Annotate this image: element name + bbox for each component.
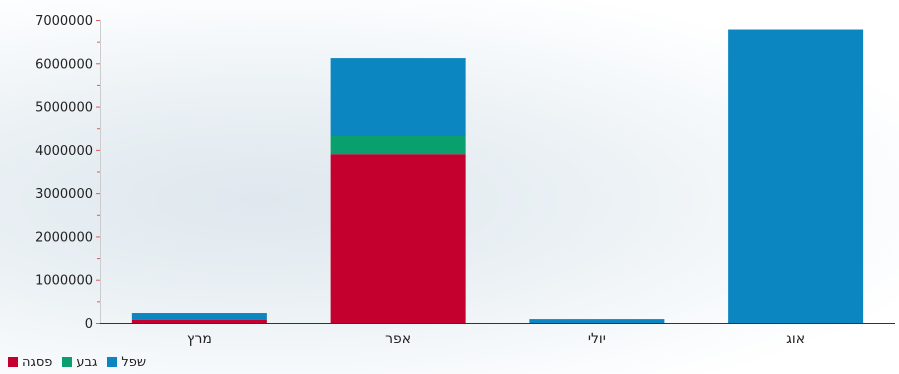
bar-segment[interactable] — [131, 313, 267, 320]
bar-segment[interactable] — [330, 58, 466, 137]
x-category-label: יולי — [588, 331, 606, 347]
bar-segment[interactable] — [330, 154, 466, 323]
y-tick-label: 5000000 — [35, 101, 93, 116]
bar-segment[interactable] — [529, 319, 665, 323]
bar-segment[interactable] — [131, 319, 267, 323]
x-category-label: אוג — [786, 331, 805, 347]
x-category-label: מרץ — [187, 331, 212, 347]
legend-item[interactable]: פסגה — [8, 355, 52, 370]
legend-swatch — [62, 357, 73, 367]
bar-segment[interactable] — [330, 136, 466, 155]
y-tick-label: 0 — [85, 317, 93, 332]
legend-swatch — [107, 357, 118, 367]
bar-segment[interactable] — [728, 29, 864, 323]
y-tick-label: 6000000 — [35, 57, 93, 72]
y-tick-label: 4000000 — [35, 144, 93, 159]
y-tick-label: 7000000 — [35, 14, 93, 29]
legend-item[interactable]: שפל — [107, 355, 146, 370]
chart-legend: פסגה גבע שפל — [8, 352, 146, 372]
legend-swatch — [8, 357, 18, 367]
legend-item[interactable]: גבע — [62, 355, 97, 370]
legend-label: גבע — [76, 354, 98, 370]
legend-label: שפל — [121, 354, 147, 370]
x-category-label: אפר — [385, 331, 411, 347]
y-tick-label: 3000000 — [35, 187, 93, 202]
y-tick-label: 2000000 — [35, 230, 93, 245]
y-tick-label: 1000000 — [35, 274, 93, 289]
legend-label: פסגה — [22, 354, 53, 370]
